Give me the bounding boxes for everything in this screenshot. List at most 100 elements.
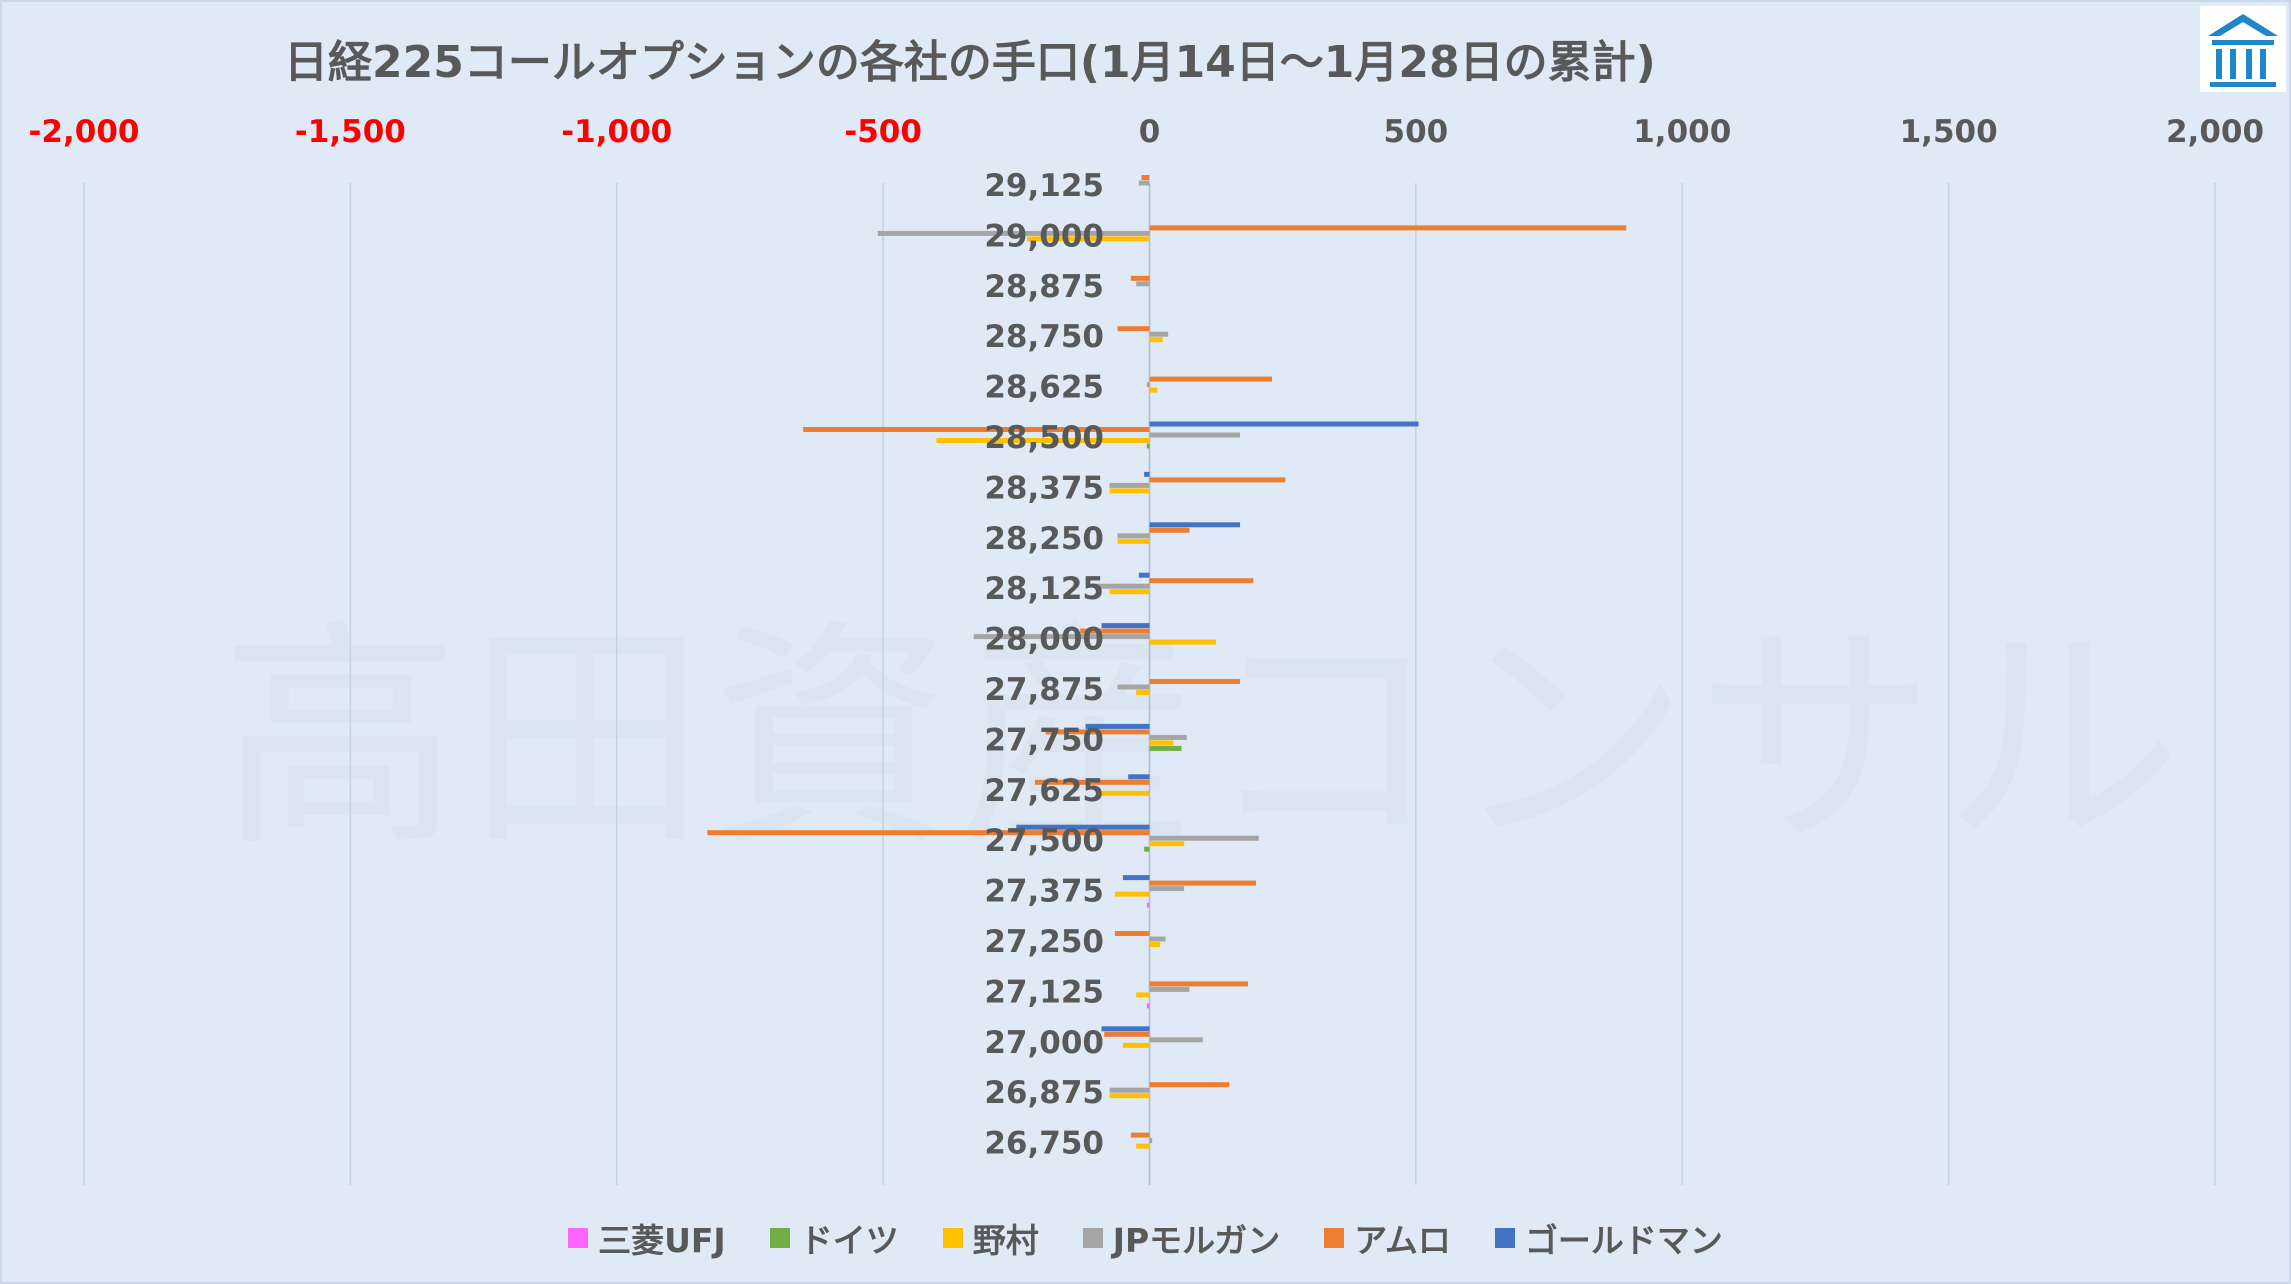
legend-label: 三菱UFJ (598, 1221, 726, 1260)
bar-アムロ-26,750 (1130, 1132, 1150, 1138)
legend-item: 野村 (942, 1214, 1039, 1262)
legend-swatch (1324, 1228, 1345, 1248)
bar-野村-28,750 (1149, 337, 1163, 343)
bar-JPモルガン-27,750 (1149, 734, 1187, 740)
bar-JPモルガン-27,125 (1149, 986, 1190, 992)
legend-swatch (568, 1228, 589, 1248)
bar-JPモルガン-27,000 (1149, 1037, 1203, 1043)
legend-label: JPモルガン (1112, 1221, 1281, 1260)
bar-JPモルガン-28,500 (1149, 432, 1241, 438)
x-tick-label: 1,500 (1900, 114, 1998, 150)
bar-アムロ-26,875 (1149, 1082, 1230, 1088)
category-label: 27,250 (984, 924, 1104, 960)
category-label: 28,000 (984, 622, 1104, 658)
category-label: 28,625 (984, 370, 1104, 406)
bar-JPモルガン-27,875 (1117, 684, 1150, 690)
category-label: 27,000 (984, 1025, 1104, 1061)
x-tick-label: -500 (844, 114, 922, 150)
bar-ゴールドマン-27,375 (1122, 875, 1150, 881)
bar-野村-28,000 (1149, 639, 1217, 645)
bar-野村-28,125 (1109, 589, 1150, 595)
legend-item: ゴールドマン (1494, 1214, 1723, 1262)
category-label: 29,000 (984, 218, 1104, 254)
category-label: 27,625 (984, 773, 1104, 809)
bar-アムロ-28,250 (1149, 527, 1190, 533)
x-tick-label: -1,500 (295, 114, 406, 150)
bar-JPモルガン-27,250 (1149, 936, 1166, 942)
bar-ゴールドマン-28,125 (1138, 572, 1150, 578)
bar-野村-27,250 (1149, 942, 1161, 947)
category-label: 27,750 (984, 722, 1104, 758)
bar-アムロ-27,000 (1104, 1031, 1150, 1037)
bar-アムロ-28,375 (1149, 477, 1286, 483)
bar-野村-26,875 (1109, 1093, 1150, 1099)
category-label: 26,875 (984, 1075, 1104, 1111)
bar-JPモルガン-26,875 (1109, 1087, 1150, 1093)
bar-ゴールドマン-27,000 (1101, 1026, 1150, 1032)
legend-item: JPモルガン (1082, 1214, 1281, 1262)
bar-JPモルガン-28,125 (1096, 583, 1150, 589)
bar-アムロ-27,500 (707, 830, 1150, 836)
bar-野村-27,500 (1149, 841, 1185, 847)
bar-野村-27,750 (1149, 740, 1174, 746)
category-label: 27,875 (984, 672, 1104, 708)
bar-野村-28,625 (1149, 387, 1158, 393)
category-label: 28,500 (984, 420, 1104, 456)
bar-三菱UFJ-27,375 (1146, 902, 1150, 908)
category-label: 28,125 (984, 571, 1104, 607)
x-tick-label: 500 (1384, 114, 1449, 150)
bar-JPモルガン-28,875 (1136, 281, 1150, 287)
category-label: 28,375 (984, 470, 1104, 506)
bar-野村-28,250 (1117, 538, 1150, 544)
bar-アムロ-27,750 (1045, 729, 1150, 735)
legend-label: アムロ (1354, 1221, 1451, 1260)
legend-item: アムロ (1324, 1214, 1451, 1262)
category-label: 26,750 (984, 1126, 1104, 1162)
bar-ドイツ-27,750 (1149, 745, 1182, 751)
bar-アムロ-27,625 (1034, 779, 1150, 785)
category-label: 28,750 (984, 319, 1104, 355)
category-label: 29,125 (984, 168, 1104, 204)
bar-ゴールドマン-27,500 (1016, 824, 1150, 830)
legend-swatch (942, 1228, 963, 1248)
chart-title: 日経225コールオプションの各社の手口(1月14日～1月28日の累計) (284, 37, 1656, 88)
bar-野村-27,625 (1096, 790, 1150, 796)
bar-ドイツ-27,500 (1144, 846, 1150, 852)
bar-三菱UFJ-27,125 (1146, 1003, 1150, 1009)
bar-アムロ-29,125 (1141, 175, 1150, 180)
bar-アムロ-27,125 (1149, 981, 1249, 987)
x-tick-label: 2,000 (2166, 114, 2264, 150)
bar-ドイツ-28,500 (1146, 443, 1150, 449)
bar-アムロ-28,125 (1149, 578, 1254, 584)
bar-野村-29,000 (1026, 236, 1150, 242)
bar-JPモルガン-29,000 (877, 230, 1150, 236)
legend: 三菱UFJ ドイツ 野村 JPモルガン アムロ ゴールドマン (0, 1214, 2291, 1262)
bar-アムロ-28,875 (1130, 275, 1150, 281)
bar-JPモルガン-28,000 (973, 634, 1150, 640)
x-tick-label: 0 (1139, 114, 1161, 150)
bar-ゴールドマン-28,000 (1101, 623, 1150, 629)
bar-アムロ-29,000 (1149, 225, 1627, 231)
bar-アムロ-27,250 (1114, 931, 1150, 936)
bar-野村-27,875 (1136, 690, 1150, 695)
legend-label: ゴールドマン (1524, 1221, 1723, 1260)
bar-ゴールドマン-27,750 (1085, 723, 1150, 729)
bar-アムロ-28,000 (1080, 628, 1150, 634)
legend-item: 三菱UFJ (568, 1214, 726, 1262)
bar-JPモルガン-28,625 (1146, 382, 1150, 388)
legend-item: ドイツ (769, 1214, 899, 1262)
bar-野村-28,500 (936, 438, 1150, 443)
bar-JPモルガン-27,500 (1149, 835, 1259, 841)
x-tick-label: 1,000 (1633, 114, 1731, 150)
x-tick-label: -1,000 (561, 114, 672, 150)
category-label: 28,250 (984, 521, 1104, 557)
bar-野村-27,375 (1114, 891, 1150, 897)
bar-JPモルガン-28,375 (1109, 482, 1150, 488)
watermark: 高田資産コンサル (220, 599, 2189, 879)
bar-アムロ-28,500 (803, 427, 1150, 432)
bar-JPモルガン-28,250 (1117, 533, 1150, 539)
bar-ゴールドマン-28,250 (1149, 522, 1241, 528)
bar-野村-28,375 (1109, 488, 1150, 494)
bar-ゴールドマン-28,500 (1149, 421, 1419, 427)
